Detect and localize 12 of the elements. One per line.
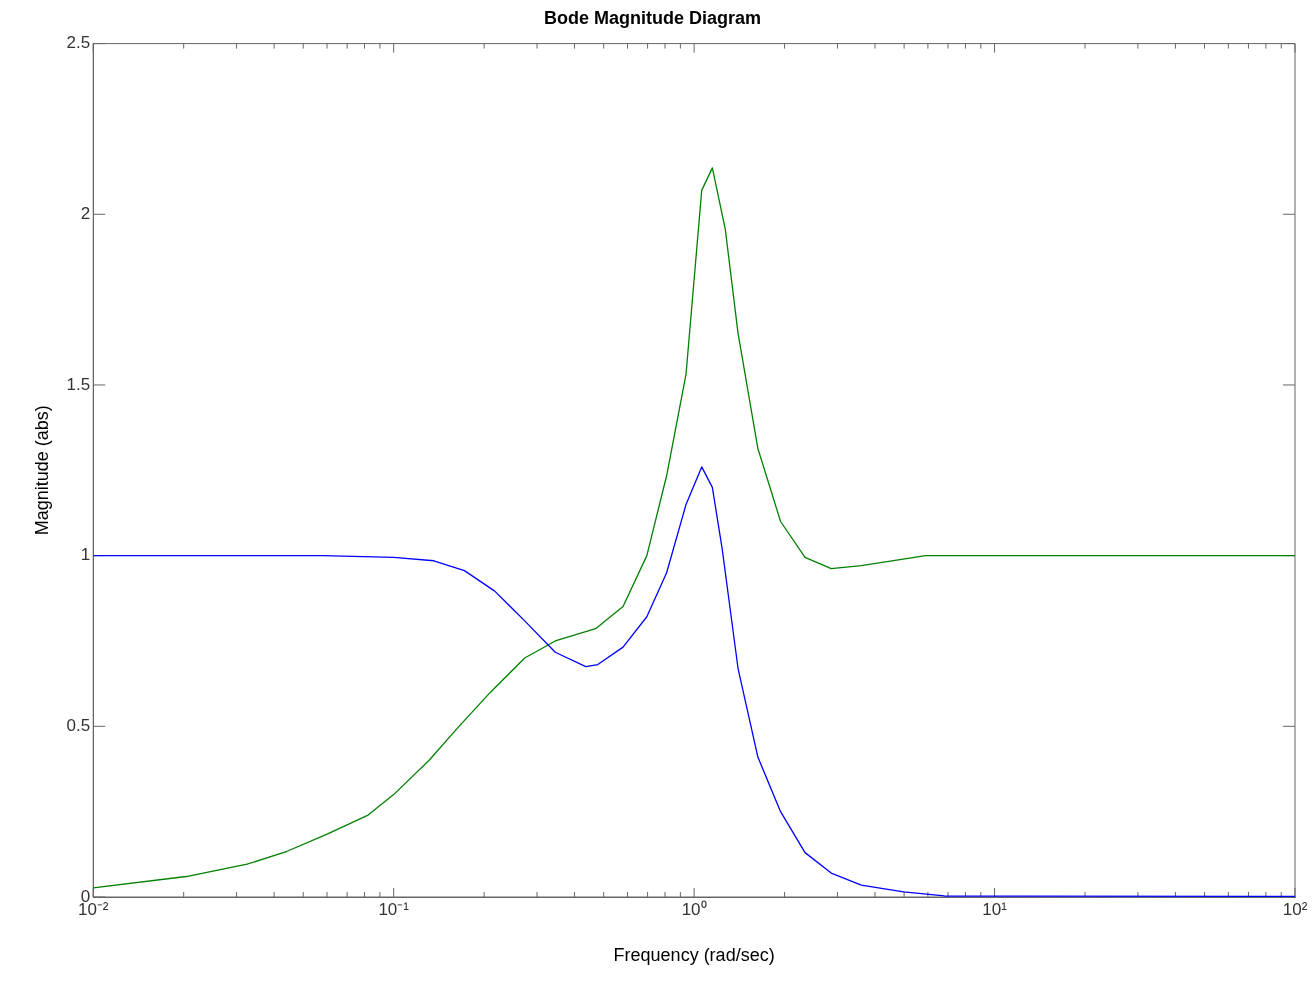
y-tick-label: 0.5 [66, 716, 91, 736]
y-tick-label: 1.5 [66, 374, 91, 394]
x-tick-label: 10⁰ [681, 899, 707, 919]
y-tick-label: 2.5 [66, 33, 91, 53]
chart-title: Bode Magnitude Diagram [543, 7, 762, 28]
x-tick-label: 10² [1282, 899, 1308, 919]
x-axis-title: Frequency (rad/sec) [613, 945, 775, 966]
x-tick-label: 10¹ [982, 899, 1008, 919]
y-tick-label: 1 [80, 545, 91, 565]
x-tick-label: 10⁻¹ [378, 899, 410, 919]
y-axis-title: Magnitude (abs) [31, 405, 52, 536]
y-tick-label: 2 [80, 203, 91, 223]
